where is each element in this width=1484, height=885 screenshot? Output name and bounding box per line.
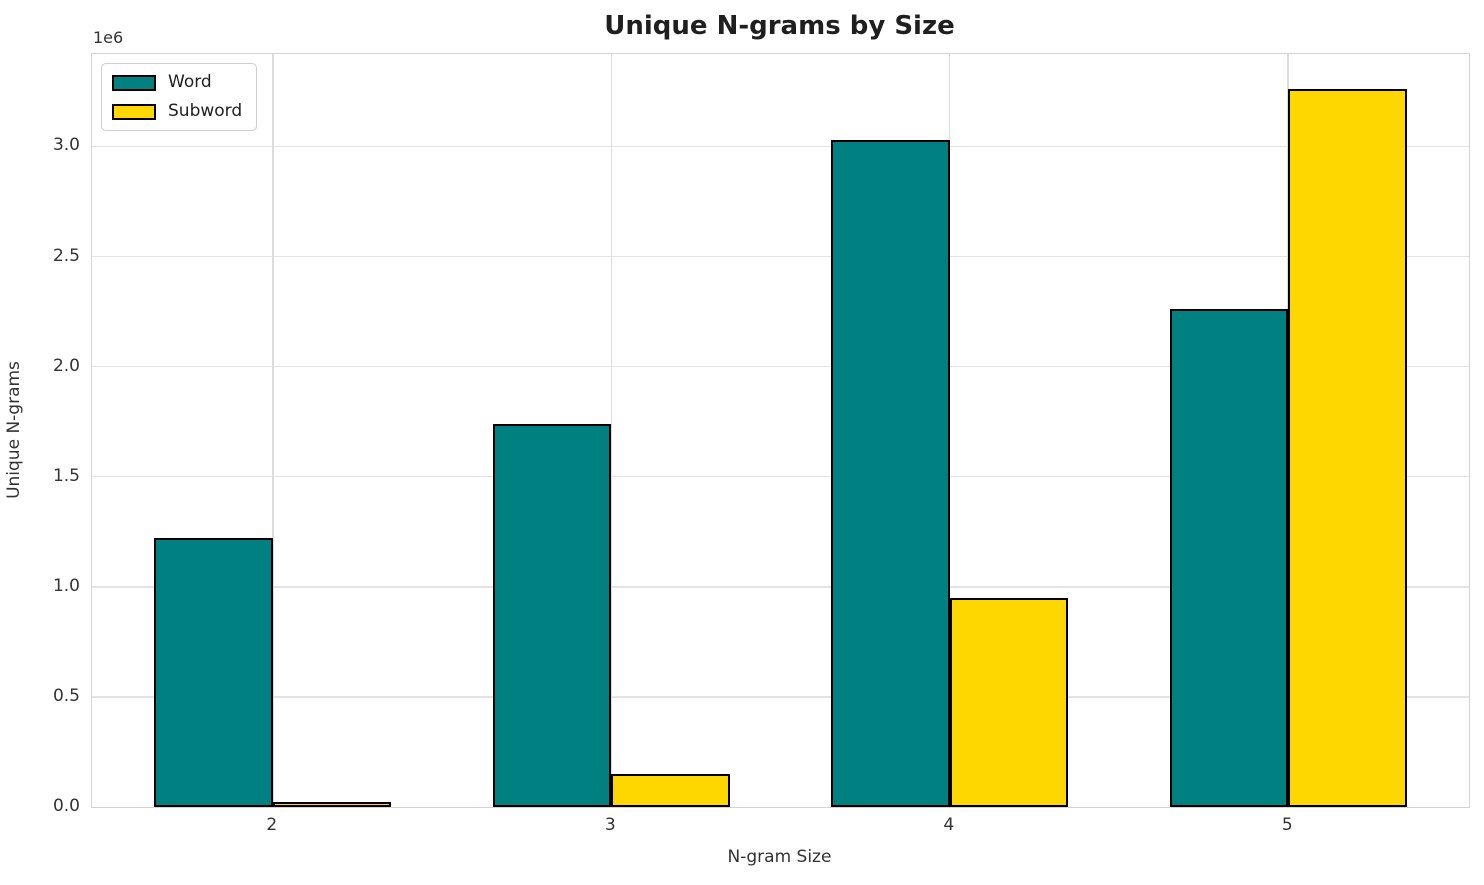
bar-subword-n2 <box>272 801 392 807</box>
plot-area: Word Subword <box>91 53 1470 808</box>
gridline-vertical <box>272 54 274 807</box>
bar-subword-n5 <box>1288 89 1407 807</box>
legend: Word Subword <box>101 63 258 131</box>
x-tick-label: 2 <box>266 815 278 835</box>
x-axis-label: N-gram Size <box>727 847 832 867</box>
y-tick-label: 0.0 <box>52 796 80 816</box>
x-tick-label: 5 <box>1281 815 1293 835</box>
chart-title: Unique N-grams by Size <box>604 11 955 41</box>
gridline-horizontal <box>92 365 1469 368</box>
legend-swatch-word <box>112 74 156 91</box>
legend-item-word: Word <box>112 72 242 93</box>
y-tick-label: 3.0 <box>52 135 80 156</box>
gridline-horizontal <box>92 145 1469 148</box>
bar-subword-n4 <box>949 597 1069 807</box>
bar-subword-n3 <box>611 773 730 807</box>
bar-word-n2 <box>154 538 273 807</box>
legend-label-word: Word <box>168 72 212 92</box>
legend-swatch-subword <box>112 103 156 120</box>
y-axis-offset-text: 1e6 <box>93 28 124 47</box>
legend-item-subword: Subword <box>112 101 242 122</box>
x-tick-label: 3 <box>604 815 616 835</box>
bar-word-n5 <box>1169 309 1289 807</box>
gridline-horizontal <box>92 475 1469 478</box>
y-tick-label: 1.0 <box>52 575 80 596</box>
y-tick-label: 0.5 <box>52 685 80 706</box>
gridline-vertical <box>610 54 612 807</box>
y-tick-label: 1.5 <box>52 465 80 486</box>
gridline-horizontal <box>92 696 1469 698</box>
y-tick-label: 2.5 <box>52 245 80 266</box>
gridline-horizontal <box>92 586 1469 588</box>
gridline-horizontal <box>92 255 1469 258</box>
gridline-vertical <box>948 54 951 807</box>
x-tick-label: 4 <box>943 815 955 835</box>
y-tick-label: 2.0 <box>52 355 80 376</box>
bar-word-n4 <box>831 139 950 807</box>
bar-word-n3 <box>492 423 612 807</box>
legend-label-subword: Subword <box>168 101 243 121</box>
